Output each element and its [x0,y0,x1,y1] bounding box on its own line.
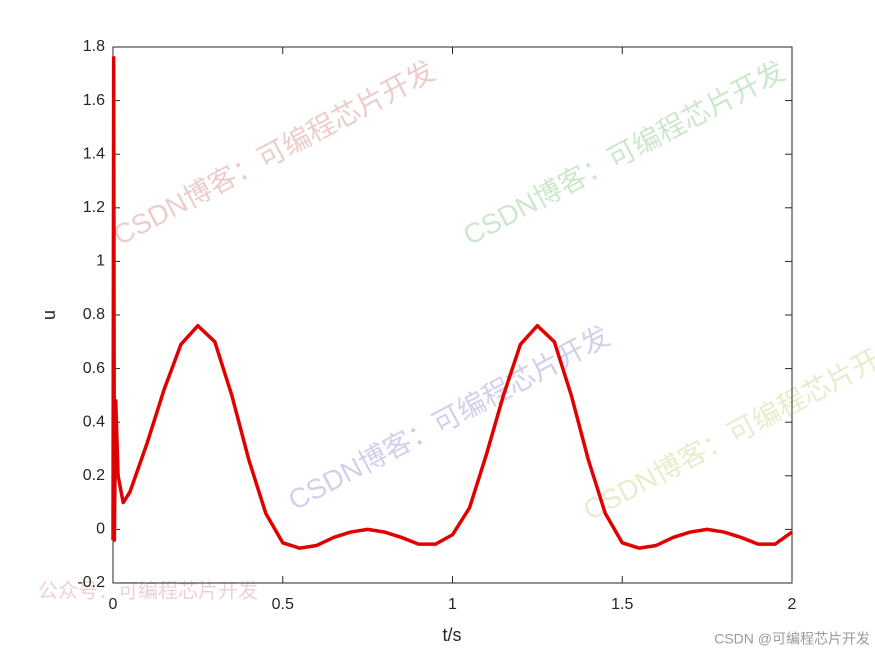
y-tick-label: 0 [96,521,105,538]
x-tick-label: 1.5 [611,596,633,613]
watermark: 公众号：可编程芯片开发 [38,579,258,602]
y-tick-label: -0.2 [77,574,105,591]
x-axis-label: t/s [442,625,461,645]
y-tick-label: 0.8 [83,306,105,323]
y-tick-label: 1.2 [83,199,105,216]
x-tick-label: 2 [788,596,797,613]
y-tick-label: 1 [96,253,105,270]
y-tick-label: 1.8 [83,38,105,55]
x-tick-label: 0.5 [272,596,294,613]
line-series [111,55,794,550]
y-tick-label: 0.2 [83,467,105,484]
y-axis-label: u [39,310,59,320]
y-tick-label: 1.4 [83,145,105,162]
x-tick-label: 1 [448,596,457,613]
y-tick-label: 0.6 [83,360,105,377]
y-tick-label: 1.6 [83,92,105,109]
x-tick-label: 0 [109,596,118,613]
watermark: CSDN @可编程芯片开发 [714,631,870,647]
y-tick-label: 0.4 [83,413,105,430]
